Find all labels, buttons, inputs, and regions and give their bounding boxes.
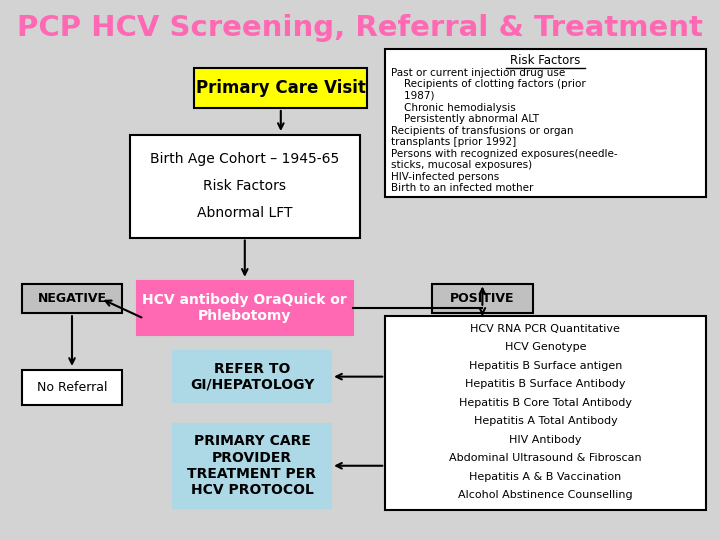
Text: Risk Factors: Risk Factors — [203, 179, 287, 193]
FancyBboxPatch shape — [385, 316, 706, 510]
Text: Recipients of transfusions or organ: Recipients of transfusions or organ — [391, 126, 573, 136]
Text: Birth to an infected mother: Birth to an infected mother — [391, 183, 534, 193]
Text: REFER TO
GI/HEPATOLOGY: REFER TO GI/HEPATOLOGY — [190, 362, 314, 392]
Text: Past or current injection drug use: Past or current injection drug use — [391, 68, 565, 78]
Text: HCV antibody OraQuick or
Phlebotomy: HCV antibody OraQuick or Phlebotomy — [143, 293, 347, 323]
Text: Abnormal LFT: Abnormal LFT — [197, 206, 292, 220]
Text: Birth Age Cohort – 1945-65: Birth Age Cohort – 1945-65 — [150, 152, 339, 166]
Text: POSITIVE: POSITIVE — [450, 292, 515, 305]
FancyBboxPatch shape — [130, 135, 360, 238]
FancyBboxPatch shape — [22, 284, 122, 313]
Text: sticks, mucosal exposures): sticks, mucosal exposures) — [391, 160, 532, 170]
FancyBboxPatch shape — [194, 68, 367, 108]
FancyBboxPatch shape — [173, 351, 331, 402]
Text: transplants [prior 1992]: transplants [prior 1992] — [391, 137, 516, 147]
FancyBboxPatch shape — [22, 370, 122, 405]
Text: PRIMARY CARE
PROVIDER
TREATMENT PER
HCV PROTOCOL: PRIMARY CARE PROVIDER TREATMENT PER HCV … — [187, 435, 317, 497]
Text: Persons with recognized exposures(needle-: Persons with recognized exposures(needle… — [391, 148, 618, 159]
FancyBboxPatch shape — [385, 49, 706, 197]
Text: Risk Factors: Risk Factors — [510, 54, 580, 67]
FancyBboxPatch shape — [137, 281, 353, 335]
Text: 1987): 1987) — [391, 91, 434, 101]
Text: HIV Antibody: HIV Antibody — [509, 435, 582, 445]
Text: Persistently abnormal ALT: Persistently abnormal ALT — [391, 114, 539, 124]
Text: Hepatitis B Surface antigen: Hepatitis B Surface antigen — [469, 361, 622, 371]
Text: HCV RNA PCR Quantitative: HCV RNA PCR Quantitative — [470, 324, 621, 334]
Text: HIV-infected persons: HIV-infected persons — [391, 172, 499, 182]
FancyBboxPatch shape — [432, 284, 533, 313]
Text: Hepatitis A Total Antibody: Hepatitis A Total Antibody — [474, 416, 617, 427]
Text: HCV Genotype: HCV Genotype — [505, 342, 586, 353]
Text: PCP HCV Screening, Referral & Treatment: PCP HCV Screening, Referral & Treatment — [17, 14, 703, 42]
Text: Alcohol Abstinence Counselling: Alcohol Abstinence Counselling — [458, 490, 633, 501]
Text: Hepatitis B Core Total Antibody: Hepatitis B Core Total Antibody — [459, 398, 632, 408]
Text: Primary Care Visit: Primary Care Visit — [196, 79, 366, 97]
Text: No Referral: No Referral — [37, 381, 107, 394]
Text: Hepatitis A & B Vaccination: Hepatitis A & B Vaccination — [469, 472, 621, 482]
FancyBboxPatch shape — [173, 424, 331, 508]
Text: Hepatitis B Surface Antibody: Hepatitis B Surface Antibody — [465, 380, 626, 389]
Text: NEGATIVE: NEGATIVE — [37, 292, 107, 305]
Text: Recipients of clotting factors (prior: Recipients of clotting factors (prior — [391, 79, 585, 90]
Text: Chronic hemodialysis: Chronic hemodialysis — [391, 103, 516, 112]
Text: Abdominal Ultrasound & Fibroscan: Abdominal Ultrasound & Fibroscan — [449, 454, 642, 463]
